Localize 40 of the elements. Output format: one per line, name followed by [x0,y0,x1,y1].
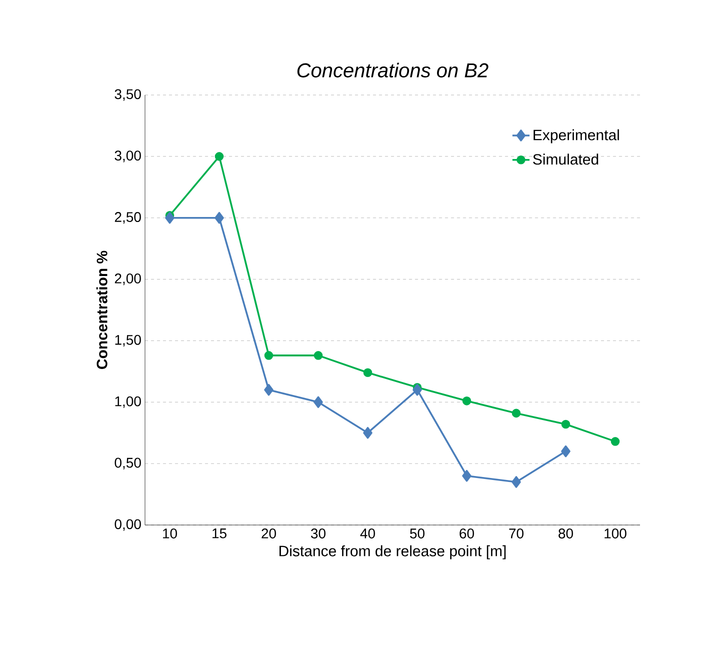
point [462,470,472,482]
point [363,426,372,439]
y-tick-label: 1,50 [115,334,141,346]
legend-label: Simulated [533,154,598,165]
y-tick-label: 3,00 [114,150,141,162]
y-tick-label: 3,50 [114,89,141,101]
x-tick-label: 50 [410,528,424,538]
point [214,152,224,161]
point [314,351,323,360]
x-tick-label: 80 [558,528,573,538]
y-tick-label: 0,50 [114,458,141,470]
x-tick-label: 20 [262,528,276,538]
point [214,212,224,224]
point [512,476,521,488]
point [462,396,472,406]
y-tick-label: 1,00 [115,396,141,408]
y-axis-title: Concentration % [96,250,108,369]
x-tick-label: 15 [212,528,226,538]
x-tick-label: 30 [311,528,326,538]
chart-title: Concentrations on B2 [297,62,488,78]
point [363,368,372,378]
point [610,437,620,446]
x-tick-label: 40 [360,528,375,538]
point [165,212,174,224]
y-tick-label: 0,00 [114,519,141,531]
y-tick-label: 2,00 [114,273,141,286]
point [264,351,274,360]
point [561,420,570,429]
x-axis-title: Distance from de release point [m] [280,545,506,560]
point [412,384,422,396]
point [561,445,570,458]
point [314,396,323,408]
legend-label: Experimental [534,129,619,144]
x-tick-label: 70 [509,528,524,538]
x-tick-label: 60 [460,528,474,538]
point [512,408,521,418]
y-tick-label: 2,50 [114,212,141,224]
x-tick-label: 10 [163,528,177,538]
x-tick-label: 100 [604,528,626,538]
point [264,384,274,396]
